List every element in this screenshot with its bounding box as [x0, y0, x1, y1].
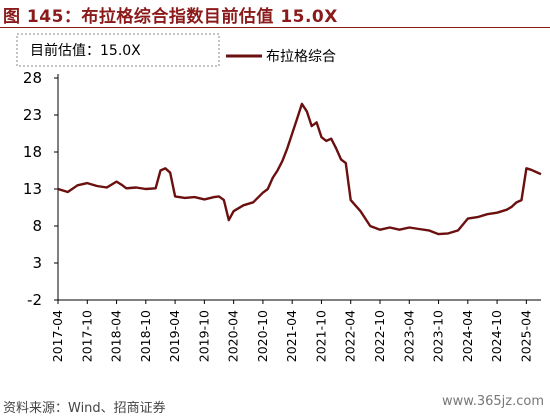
y-tick-label: 28	[23, 69, 42, 87]
y-tick-label: 13	[23, 180, 42, 198]
x-tick-label: 2022-04	[343, 310, 358, 362]
x-tick-label: 2019-04	[167, 310, 182, 362]
x-tick-label: 2017-04	[50, 310, 65, 362]
series-line-0	[57, 102, 542, 236]
x-tick-label: 2020-04	[226, 310, 241, 362]
legend-label: 布拉格综合	[266, 49, 336, 65]
y-tick-label: 3	[32, 254, 42, 272]
x-tick-label: 2018-04	[109, 310, 124, 362]
title-rule	[0, 27, 550, 28]
x-tick-label: 2017-10	[79, 310, 94, 362]
x-ticks: 2017-04 2017-10 2018-04 2018-10 2019-04 2019-…	[50, 300, 533, 362]
x-tick-label: 2023-04	[401, 310, 416, 362]
y-tick-label: -2	[27, 291, 42, 309]
x-tick-label: 2023-10	[431, 310, 446, 362]
y-tick-label: 18	[23, 143, 42, 161]
x-tick-label: 2024-10	[489, 310, 504, 362]
x-tick-label: 2025-04	[518, 310, 533, 362]
annotation-box: 目前估值：15.0X	[16, 33, 220, 67]
chart-axes	[57, 74, 541, 301]
x-tick-label: 2018-10	[138, 310, 153, 362]
x-tick-label: 2019-10	[196, 310, 211, 362]
figure-title: 图 145：布拉格综合指数目前估值 15.0X	[3, 7, 338, 27]
x-tick-label: 2024-04	[460, 310, 475, 362]
source-line: 资料来源：Wind、招商证券	[3, 401, 166, 416]
legend: 布拉格综合	[226, 49, 336, 65]
series-layer	[57, 102, 542, 236]
watermark: www.365jz.com	[442, 394, 544, 409]
y-ticks: 28 23 18 13 8 3 -2	[23, 69, 58, 309]
x-tick-label: 2022-10	[372, 310, 387, 362]
y-tick-label: 23	[23, 106, 42, 124]
x-tick-label: 2021-10	[313, 310, 328, 362]
x-tick-label: 2021-04	[284, 310, 299, 362]
annotation-text: 目前估值：15.0X	[30, 42, 141, 59]
y-tick-label: 8	[32, 217, 42, 235]
x-tick-label: 2020-10	[255, 310, 270, 362]
